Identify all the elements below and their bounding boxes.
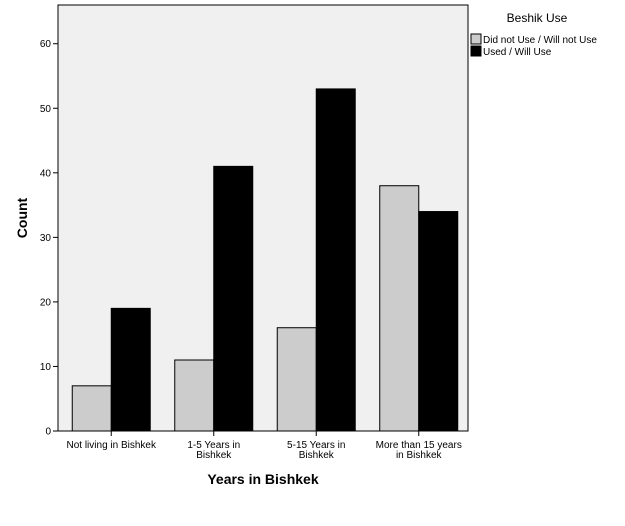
x-axis-title: Years in Bishkek xyxy=(207,471,319,487)
bars-layer xyxy=(71,88,459,432)
x-tick-label: Not living in Bishkek xyxy=(67,440,157,451)
y-tick-label: 20 xyxy=(40,297,52,308)
legend-swatch xyxy=(470,45,482,57)
y-tick-label: 0 xyxy=(45,427,51,438)
bar xyxy=(379,185,420,432)
legend: Beshik Use Did not Use / Will not UseUse… xyxy=(470,11,597,58)
x-tick-label: 1-5 Years in Bishkek xyxy=(187,440,240,461)
x-tick-label: 5-15 Years in Bishkek xyxy=(287,440,345,461)
x-axis: Not living in Bishkek 1-5 Years in Bishkek… xyxy=(67,431,462,461)
y-axis: 0 10 20 30 40 50 60 xyxy=(40,39,58,438)
legend-label: Used / Will Use xyxy=(483,47,552,58)
bar xyxy=(174,359,215,432)
x-tick-label: More than 15 years in Bishkek xyxy=(376,440,462,461)
y-tick-label: 50 xyxy=(40,104,52,115)
legend-label: Did not Use / Will not Use xyxy=(483,35,597,46)
y-axis-title: Count xyxy=(14,197,30,238)
y-tick-label: 60 xyxy=(40,39,52,50)
bar xyxy=(418,211,459,432)
bar xyxy=(71,385,112,432)
bar xyxy=(315,88,356,432)
bar xyxy=(110,307,151,432)
legend-swatch xyxy=(470,33,482,45)
y-tick-label: 40 xyxy=(40,168,52,179)
y-tick-label: 10 xyxy=(40,362,52,373)
legend-title: Beshik Use xyxy=(507,11,568,25)
bar xyxy=(276,327,317,432)
bar xyxy=(213,165,254,432)
y-tick-label: 30 xyxy=(40,233,52,244)
